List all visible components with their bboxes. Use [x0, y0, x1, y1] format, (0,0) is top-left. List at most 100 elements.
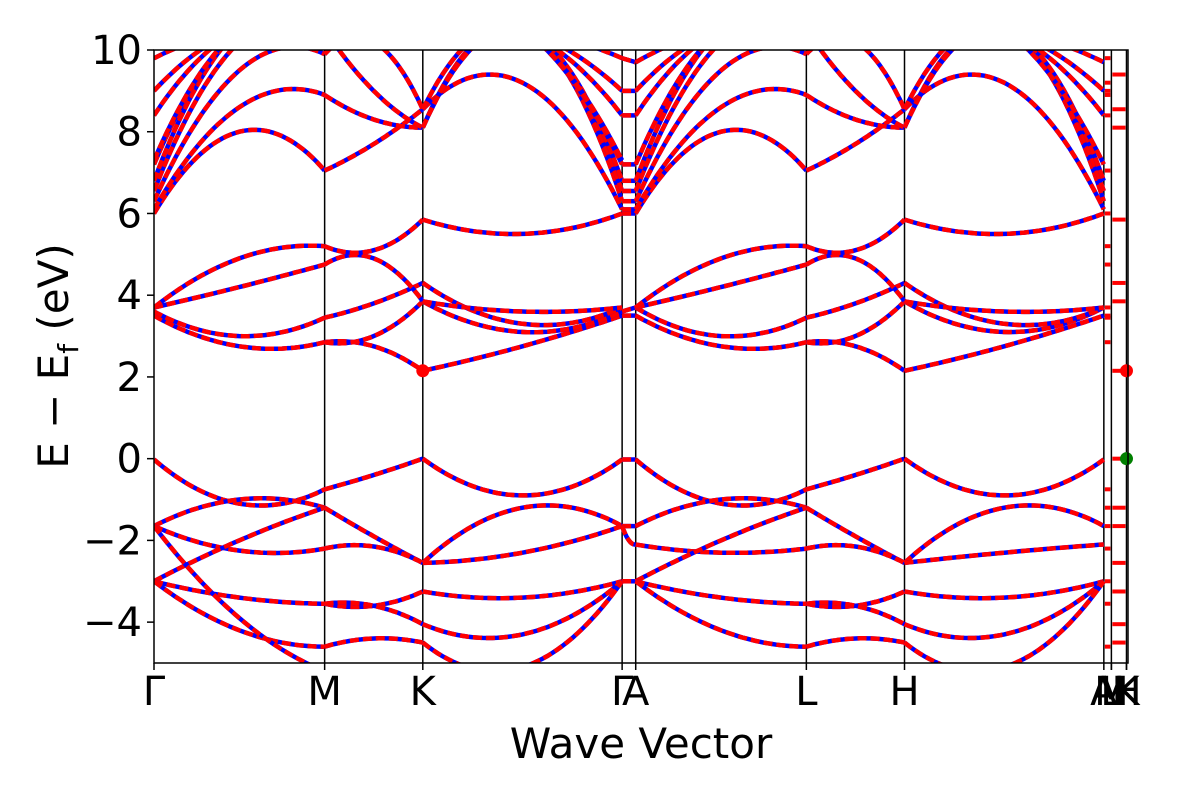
- band-line-primary: [634, 313, 807, 352]
- band-line-secondary: [1025, 50, 1106, 166]
- band-line-primary: [154, 313, 326, 352]
- band-line-primary: [154, 457, 326, 508]
- band-line-primary: [421, 299, 624, 335]
- band-line-secondary: [634, 243, 807, 310]
- band-line-primary: [805, 93, 905, 130]
- band-line-primary: [634, 505, 808, 584]
- band-line-primary: [805, 280, 906, 320]
- band-line-primary: [633, 50, 808, 203]
- band-line-primary: [904, 299, 1105, 315]
- band-line-primary: [421, 579, 624, 641]
- band-line-primary: [336, 50, 424, 130]
- band-line-primary: [904, 542, 1104, 566]
- band-line-primary: [154, 50, 235, 192]
- band-line-primary: [324, 600, 424, 627]
- band-line-secondary: [902, 50, 1106, 192]
- band-line-primary: [154, 50, 213, 117]
- band-line-primary: [154, 262, 326, 310]
- band-line-secondary: [323, 217, 425, 256]
- band-line-primary: [904, 579, 1105, 601]
- band-line-secondary: [324, 299, 425, 346]
- band-line-secondary: [420, 50, 625, 192]
- x-tick-label: A: [1090, 669, 1118, 715]
- band-line-primary: [633, 50, 706, 182]
- band-line-secondary: [323, 50, 425, 111]
- band-line-primary: [323, 252, 425, 303]
- band-line-secondary: [154, 50, 222, 162]
- band-line-secondary: [806, 339, 906, 373]
- band-line-primary: [324, 456, 424, 492]
- band-line-primary: [154, 127, 327, 215]
- band-line-primary: [154, 50, 222, 162]
- band-line-primary: [804, 50, 907, 111]
- x-tick-label: Γ: [611, 669, 634, 715]
- extrema-markers: [416, 364, 1133, 466]
- x-tick-label: H: [1111, 669, 1141, 715]
- band-line-primary: [563, 50, 624, 93]
- band-line-secondary: [421, 456, 624, 498]
- band-line-primary: [903, 579, 1106, 641]
- x-tick-label: L: [795, 669, 818, 715]
- band-line-primary: [634, 579, 807, 649]
- band-line-primary: [621, 305, 637, 314]
- band-line-primary: [595, 50, 623, 61]
- band-line-primary: [154, 50, 205, 93]
- band-line-primary: [1035, 50, 1106, 117]
- y-tick-label: 6: [117, 191, 142, 237]
- band-line-primary: [1025, 50, 1106, 166]
- y-ticks: −4 −2 0 2 4 6 8 10: [83, 28, 154, 646]
- y-tick-label: 2: [117, 355, 142, 401]
- band-line-primary: [422, 211, 623, 237]
- band-line-secondary: [634, 50, 665, 65]
- band-line-primary: [805, 218, 907, 256]
- kpoint-lines: [323, 50, 1128, 663]
- band-line-primary: [633, 127, 809, 215]
- band-line-primary: [323, 636, 424, 649]
- band-line-primary: [154, 50, 326, 203]
- band-line-primary: [154, 524, 325, 556]
- band-line-secondary: [806, 299, 907, 346]
- band-line-primary: [634, 305, 808, 339]
- band-line-primary: [422, 299, 623, 315]
- x-tick-label: H: [889, 669, 919, 715]
- y-axis-label: E − Ef (eV): [29, 243, 85, 469]
- x-tick-label: K: [1113, 669, 1141, 715]
- y-tick-label: 10: [91, 28, 142, 74]
- band-line-primary: [903, 281, 1105, 328]
- band-line-primary: [806, 600, 906, 627]
- band-line-secondary: [544, 50, 625, 162]
- y-tick-label: 0: [117, 437, 142, 483]
- band-line-primary: [323, 107, 425, 173]
- band-line-primary: [154, 524, 312, 663]
- band-line-primary: [805, 252, 907, 303]
- band-line-primary: [805, 456, 906, 492]
- cbm-marker: [416, 364, 430, 378]
- band-line-primary: [633, 50, 695, 117]
- band-line-primary: [324, 542, 424, 565]
- band-line-primary: [154, 86, 326, 211]
- band-line-secondary: [902, 72, 1106, 211]
- band-line-primary: [633, 50, 704, 166]
- band-line-primary: [154, 505, 326, 584]
- band-line-secondary: [154, 313, 326, 352]
- band-line-primary: [154, 496, 326, 529]
- plot-frame: [153, 49, 1129, 664]
- y-axis-label-subscript: f: [52, 343, 85, 354]
- band-line-secondary: [154, 579, 325, 649]
- x-tick-label: L: [1100, 669, 1123, 715]
- band-line-secondary: [154, 50, 178, 61]
- band-line-primary: [635, 579, 807, 606]
- band-line-secondary: [633, 50, 706, 182]
- band-line-secondary: [324, 339, 425, 373]
- band-line-primary: [154, 309, 326, 339]
- band-line-primary: [806, 299, 907, 346]
- band-line-primary: [422, 313, 623, 373]
- band-line-primary: [421, 72, 625, 211]
- y-axis-label-main: E − E: [29, 354, 78, 469]
- band-line-primary: [902, 503, 1105, 565]
- band-line-secondary: [903, 456, 1106, 498]
- band-line-primary: [154, 579, 325, 649]
- band-line-primary: [805, 636, 905, 649]
- band-line-primary: [903, 456, 1106, 498]
